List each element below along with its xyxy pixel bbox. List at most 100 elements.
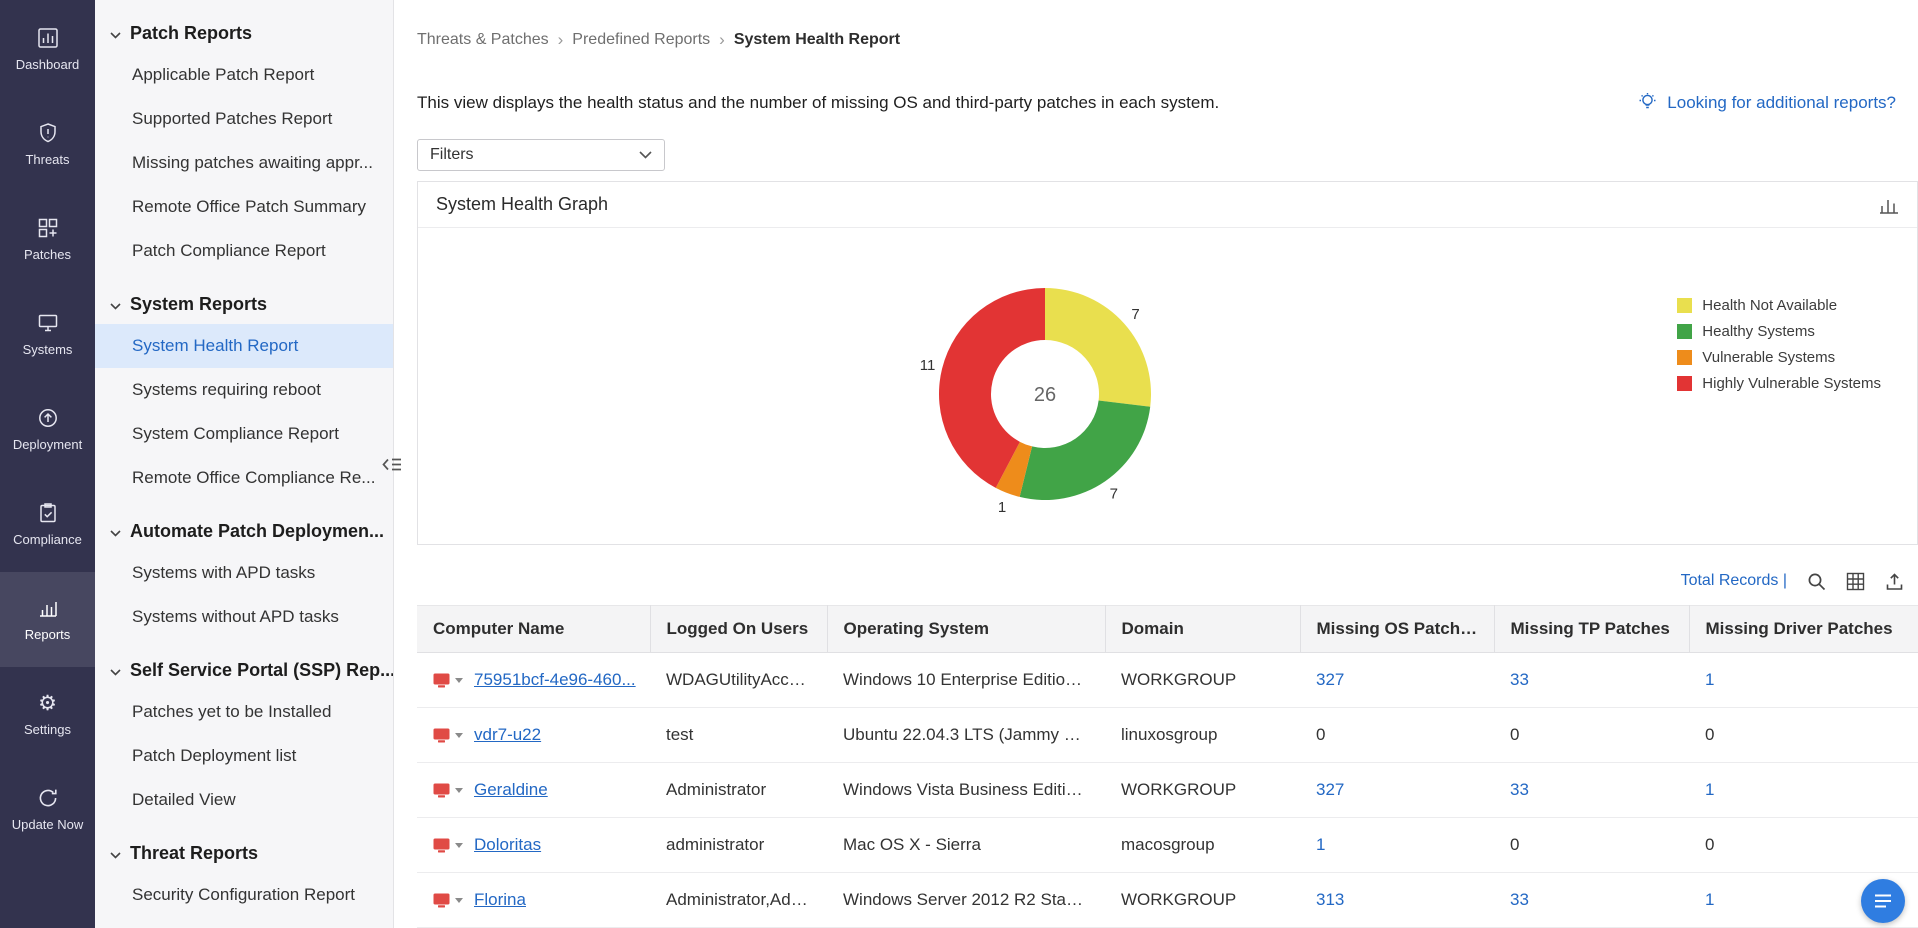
logged-on-users-cell: Administrator,Admin (650, 872, 827, 928)
donut-segment-healthy-systems[interactable] (1019, 400, 1151, 501)
caret-down-icon[interactable] (455, 842, 463, 848)
systems-table: Computer Name Logged On Users Operating Sy… (417, 605, 1918, 928)
column-header-missing-tp-patches[interactable]: Missing TP Patches (1494, 605, 1690, 653)
settings-icon: ⚙ (38, 691, 57, 715)
breadcrumb-item-system-health-report: System Health Report (733, 31, 901, 48)
computer-name-link[interactable]: Florina (474, 890, 526, 909)
missing-os-patches-link[interactable]: 327 (1316, 670, 1345, 689)
computer-name-link[interactable]: Geraldine (474, 780, 548, 799)
card-title: System Health Graph (436, 194, 609, 214)
sidebar-item-system-compliance-report[interactable]: System Compliance Report (132, 424, 339, 443)
sidebar-item-patch-deployment-list[interactable]: Patch Deployment list (132, 746, 297, 765)
missing-driver-patches-link[interactable]: 1 (1705, 890, 1715, 909)
rail-item-label: Systems (22, 342, 73, 357)
missing-os-patches-cell: 1 (1300, 817, 1494, 873)
sidebar-item-systems-requiring-reboot[interactable]: Systems requiring reboot (132, 380, 321, 399)
missing-driver-patches-link[interactable]: 1 (1705, 780, 1715, 799)
computer-icon[interactable] (433, 783, 450, 798)
column-header-missing-os-patches[interactable]: Missing OS Patches (1300, 605, 1495, 653)
sidebar-item-systems-without-apd-tasks[interactable]: Systems without APD tasks (132, 607, 339, 626)
sidebar-item-missing-patches-awaiting-appr[interactable]: Missing patches awaiting appr... (132, 153, 373, 172)
filters-dropdown[interactable]: Filters (417, 139, 665, 171)
column-header-logged-on-users[interactable]: Logged On Users (650, 605, 828, 653)
breadcrumb-item-threats-patches[interactable]: Threats & Patches (417, 31, 549, 48)
caret-down-icon[interactable] (455, 677, 463, 683)
rail-item-deployment[interactable]: Deployment (0, 382, 95, 477)
sidebar-item-remote-office-patch-summary[interactable]: Remote Office Patch Summary (132, 197, 366, 216)
chart-type-icon[interactable] (1879, 196, 1899, 214)
legend-color-swatch (1677, 375, 1693, 391)
missing-tp-patches-link[interactable]: 33 (1510, 780, 1529, 799)
donut-segment-health-not-available[interactable] (1045, 288, 1151, 407)
computer-icon[interactable] (433, 673, 450, 688)
sidebar-item-detailed-view[interactable]: Detailed View (132, 790, 236, 809)
rail-item-label: Update Now (11, 817, 84, 832)
missing-tp-patches-link[interactable]: 33 (1510, 890, 1529, 909)
page-description: This view displays the health status and… (417, 92, 1220, 112)
assistant-fab-button[interactable] (1861, 879, 1905, 923)
rail-item-dashboard[interactable]: Dashboard (0, 2, 95, 97)
sidebar-item-applicable-patch-report[interactable]: Applicable Patch Report (132, 65, 315, 84)
column-header-computer-name[interactable]: Computer Name (417, 605, 651, 653)
missing-os-patches-link[interactable]: 1 (1316, 835, 1326, 854)
slice-value-label: 11 (920, 357, 936, 374)
rail-item-update-now[interactable]: Update Now (0, 762, 95, 857)
table-view-icon[interactable] (1846, 572, 1865, 591)
section-title: Automate Patch Deploymen... (130, 521, 385, 541)
sidebar-item-patches-yet-to-be-installed[interactable]: Patches yet to be Installed (132, 702, 332, 721)
section-header-system-reports[interactable]: System Reports (95, 285, 393, 324)
computer-icon[interactable] (433, 838, 450, 853)
domain-cell: macosgroup (1105, 817, 1300, 873)
missing-os-patches-link[interactable]: 313 (1316, 890, 1345, 909)
section-header-threat-reports[interactable]: Threat Reports (95, 834, 393, 873)
sidebar-collapse-button[interactable] (380, 455, 404, 477)
missing-os-patches-link[interactable]: 327 (1316, 780, 1345, 799)
sidebar-item-patch-compliance-report[interactable]: Patch Compliance Report (132, 241, 326, 260)
caret-down-icon[interactable] (455, 787, 463, 793)
rail-item-patches[interactable]: Patches (0, 192, 95, 287)
card-header: System Health Graph (418, 182, 1917, 228)
rail-item-reports[interactable]: Reports (0, 572, 95, 667)
additional-reports-link[interactable]: Looking for additional reports? (1637, 92, 1896, 113)
total-records-link[interactable]: Total Records | (1680, 572, 1787, 589)
primary-nav-rail: Dashboard Threats Patches Systems Deployment… (0, 0, 95, 928)
sidebar-item-remote-office-compliance-re[interactable]: Remote Office Compliance Re... (132, 468, 376, 487)
search-icon[interactable] (1807, 572, 1826, 591)
missing-tp-patches-link[interactable]: 33 (1510, 670, 1529, 689)
missing-driver-patches-value: 0 (1705, 725, 1715, 744)
column-header-operating-system[interactable]: Operating System (827, 605, 1106, 653)
rail-item-settings[interactable]: ⚙ Settings (0, 667, 95, 762)
computer-name-link[interactable]: 75951bcf-4e96-460... (474, 670, 636, 689)
computer-name-link[interactable]: Doloritas (474, 835, 542, 854)
section-header-self-service-portal-ssp-rep[interactable]: Self Service Portal (SSP) Rep... (95, 651, 393, 690)
section-header-automate-patch-deploymen[interactable]: Automate Patch Deploymen... (95, 512, 393, 551)
column-header-missing-driver-patches[interactable]: Missing Driver Patches (1689, 605, 1918, 653)
missing-driver-patches-link[interactable]: 1 (1705, 670, 1715, 689)
table-row-75951bcf-4e96-460: 75951bcf-4e96-460... WDAGUtilityAccou... W… (417, 652, 1918, 708)
legend-color-swatch (1677, 297, 1693, 313)
sidebar-item-security-configuration-report[interactable]: Security Configuration Report (132, 885, 356, 904)
computer-icon[interactable] (433, 728, 450, 743)
rail-item-threats[interactable]: Threats (0, 97, 95, 192)
sidebar-item-systems-with-apd-tasks[interactable]: Systems with APD tasks (132, 563, 316, 582)
computer-icon[interactable] (433, 893, 450, 908)
rail-item-label: Threats (25, 152, 70, 167)
donut-segment-vulnerable-systems[interactable] (995, 441, 1033, 497)
rail-item-systems[interactable]: Systems (0, 287, 95, 382)
section-title: Patch Reports (130, 23, 253, 43)
missing-driver-patches-value: 0 (1705, 835, 1715, 854)
caret-down-icon[interactable] (455, 897, 463, 903)
column-header-domain[interactable]: Domain (1105, 605, 1301, 653)
caret-down-icon[interactable] (455, 732, 463, 738)
sidebar-item-supported-patches-report[interactable]: Supported Patches Report (132, 109, 333, 128)
rail-item-compliance[interactable]: Compliance (0, 477, 95, 572)
systems-icon (37, 312, 59, 334)
breadcrumb-item-predefined-reports[interactable]: Predefined Reports (572, 31, 711, 48)
sidebar-item-system-health-report[interactable]: System Health Report (95, 324, 393, 368)
computer-name-link[interactable]: vdr7-u22 (474, 725, 542, 744)
export-icon[interactable] (1885, 572, 1904, 591)
breadcrumb-separator: › (719, 30, 725, 49)
slice-value-label: 7 (1131, 306, 1139, 323)
section-header-patch-reports[interactable]: Patch Reports (95, 14, 393, 53)
donut-segment-highly-vulnerable-systems[interactable] (939, 288, 1045, 488)
